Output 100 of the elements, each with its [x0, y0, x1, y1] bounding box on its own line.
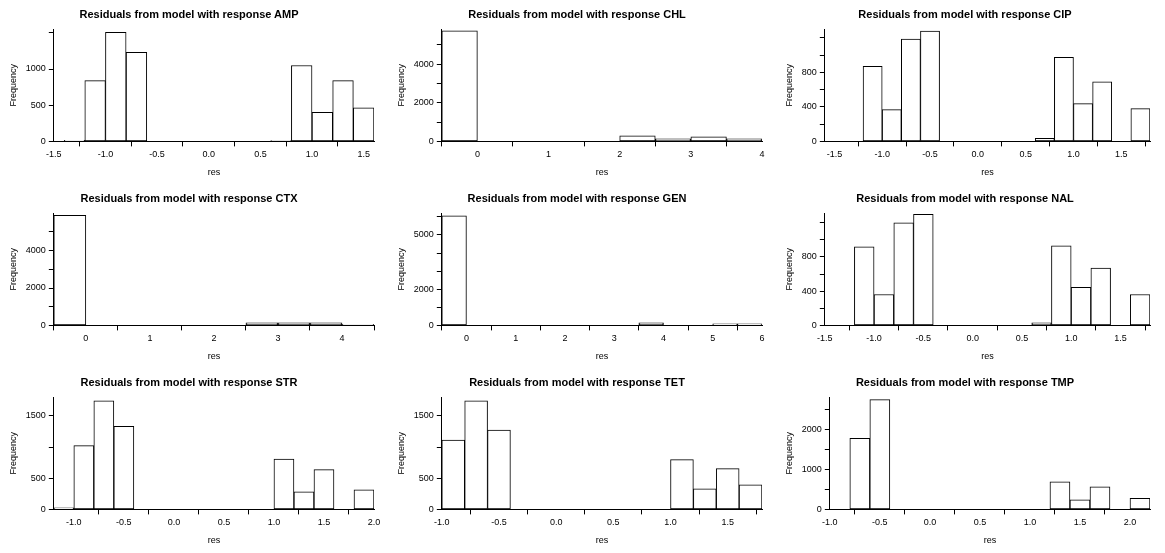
x-tick-label: 1: [546, 149, 552, 160]
x-tick-label: -1.0: [874, 149, 890, 160]
x-axis-title: res: [981, 167, 995, 178]
chart-title: Residuals from model with response TET: [469, 375, 686, 388]
x-tick-label: 1: [147, 333, 153, 344]
y-tick-label: 500: [30, 99, 46, 110]
chart-title: Residuals from model with response AMP: [79, 7, 299, 20]
x-tick-label: 0.0: [971, 149, 985, 160]
y-axis-title: Frequency: [7, 431, 18, 475]
chart-title: Residuals from model with response NAL: [856, 191, 1075, 204]
x-tick-label: 1.5: [1073, 517, 1087, 528]
y-tick-label: 2000: [801, 423, 822, 434]
x-tick-label: 0.5: [1019, 149, 1032, 160]
chart-title: Residuals from model with response TMP: [855, 375, 1075, 388]
x-tick-label: 5: [710, 333, 716, 344]
x-tick-label: -0.5: [915, 333, 932, 344]
y-tick-label: 800: [801, 251, 817, 262]
x-tick-label: 0.0: [549, 517, 563, 528]
y-tick-label: 0: [428, 135, 434, 146]
x-axis-title: res: [983, 535, 997, 546]
x-tick-label: 1.0: [664, 517, 677, 528]
x-tick-label: 0: [83, 333, 89, 344]
x-tick-label: -0.5: [149, 149, 165, 160]
x-tick-label: 4: [339, 333, 345, 344]
x-tick-label: 1.0: [1067, 149, 1080, 160]
y-tick-label: 0: [811, 319, 817, 330]
y-tick-label: 2000: [25, 282, 46, 293]
y-axis-title: Frequency: [783, 63, 794, 107]
x-tick-label: -1.5: [817, 333, 833, 344]
chart-title: Residuals from model with response CTX: [80, 191, 299, 204]
y-axis-title: Frequency: [783, 247, 794, 291]
y-tick-label: 0: [428, 503, 434, 514]
y-tick-label: 2000: [413, 283, 434, 294]
y-tick-label: 5000: [413, 229, 434, 240]
x-tick-label: 3: [275, 333, 281, 344]
x-tick-label: 2.0: [367, 517, 381, 528]
x-tick-label: 2: [617, 149, 623, 160]
x-axis-title: res: [207, 167, 221, 178]
chart-title: Residuals from model with response CIP: [858, 7, 1072, 20]
x-axis-title: res: [207, 351, 221, 362]
x-tick-label: 0.5: [217, 517, 231, 528]
y-tick-label: 0: [40, 135, 46, 146]
x-tick-label: -1.5: [46, 149, 62, 160]
chart-title: Residuals from model with response CHL: [468, 7, 687, 20]
y-tick-label: 0: [811, 135, 817, 146]
x-tick-label: 1.5: [1115, 149, 1128, 160]
x-tick-label: 3: [611, 333, 617, 344]
x-tick-label: 0: [463, 333, 469, 344]
x-tick-label: 0: [474, 149, 480, 160]
x-tick-label: 1.0: [267, 517, 281, 528]
x-tick-label: 1: [513, 333, 519, 344]
y-tick-label: 0: [40, 319, 46, 330]
x-tick-label: 2: [211, 333, 217, 344]
x-tick-label: 3: [688, 149, 694, 160]
x-axis-title: res: [595, 535, 609, 546]
x-tick-label: -1.0: [66, 517, 82, 528]
x-tick-label: 1.5: [357, 149, 370, 160]
x-tick-label: 0.5: [1015, 333, 1029, 344]
y-tick-label: 400: [801, 101, 817, 112]
x-axis-title: res: [207, 535, 221, 546]
y-tick-label: 1500: [413, 410, 434, 421]
y-tick-label: 0: [816, 503, 822, 514]
y-tick-label: 1000: [25, 63, 46, 74]
x-axis-title: res: [595, 351, 609, 362]
y-axis-title: Frequency: [395, 63, 406, 107]
x-tick-label: 6: [759, 333, 765, 344]
y-tick-label: 500: [418, 472, 434, 483]
y-tick-label: 2000: [413, 97, 434, 108]
y-tick-label: 0: [428, 319, 434, 330]
x-tick-label: 4: [759, 149, 765, 160]
y-tick-label: 4000: [413, 58, 434, 69]
x-tick-label: 0.5: [973, 517, 987, 528]
x-tick-label: 0.0: [167, 517, 181, 528]
x-tick-label: -0.5: [872, 517, 888, 528]
y-axis-title: Frequency: [7, 247, 18, 291]
x-tick-label: 0.0: [966, 333, 979, 344]
y-axis-title: Frequency: [783, 431, 794, 475]
x-tick-label: 1.0: [1064, 333, 1078, 344]
x-tick-label: 1.5: [317, 517, 331, 528]
x-tick-label: -1.0: [97, 149, 114, 160]
x-tick-label: 1.5: [1114, 333, 1127, 344]
y-axis-title: Frequency: [7, 63, 18, 107]
x-tick-label: -0.5: [116, 517, 132, 528]
x-tick-label: -0.5: [491, 517, 507, 528]
x-axis-title: res: [595, 167, 609, 178]
y-axis-title: Frequency: [395, 247, 406, 291]
x-tick-label: 0.5: [607, 517, 620, 528]
x-tick-label: 0.5: [254, 149, 267, 160]
x-tick-label: 1.5: [721, 517, 734, 528]
x-tick-label: -1.0: [822, 517, 838, 528]
x-tick-label: 2.0: [1123, 517, 1137, 528]
y-tick-label: 500: [30, 472, 46, 483]
x-tick-label: 1.0: [1023, 517, 1037, 528]
x-axis-title: res: [981, 351, 995, 362]
y-tick-label: 800: [801, 66, 817, 77]
y-axis-title: Frequency: [395, 431, 406, 475]
y-tick-label: 0: [40, 503, 46, 514]
x-tick-label: 0.0: [202, 149, 215, 160]
x-tick-label: -0.5: [922, 149, 938, 160]
x-tick-label: 0.0: [923, 517, 937, 528]
